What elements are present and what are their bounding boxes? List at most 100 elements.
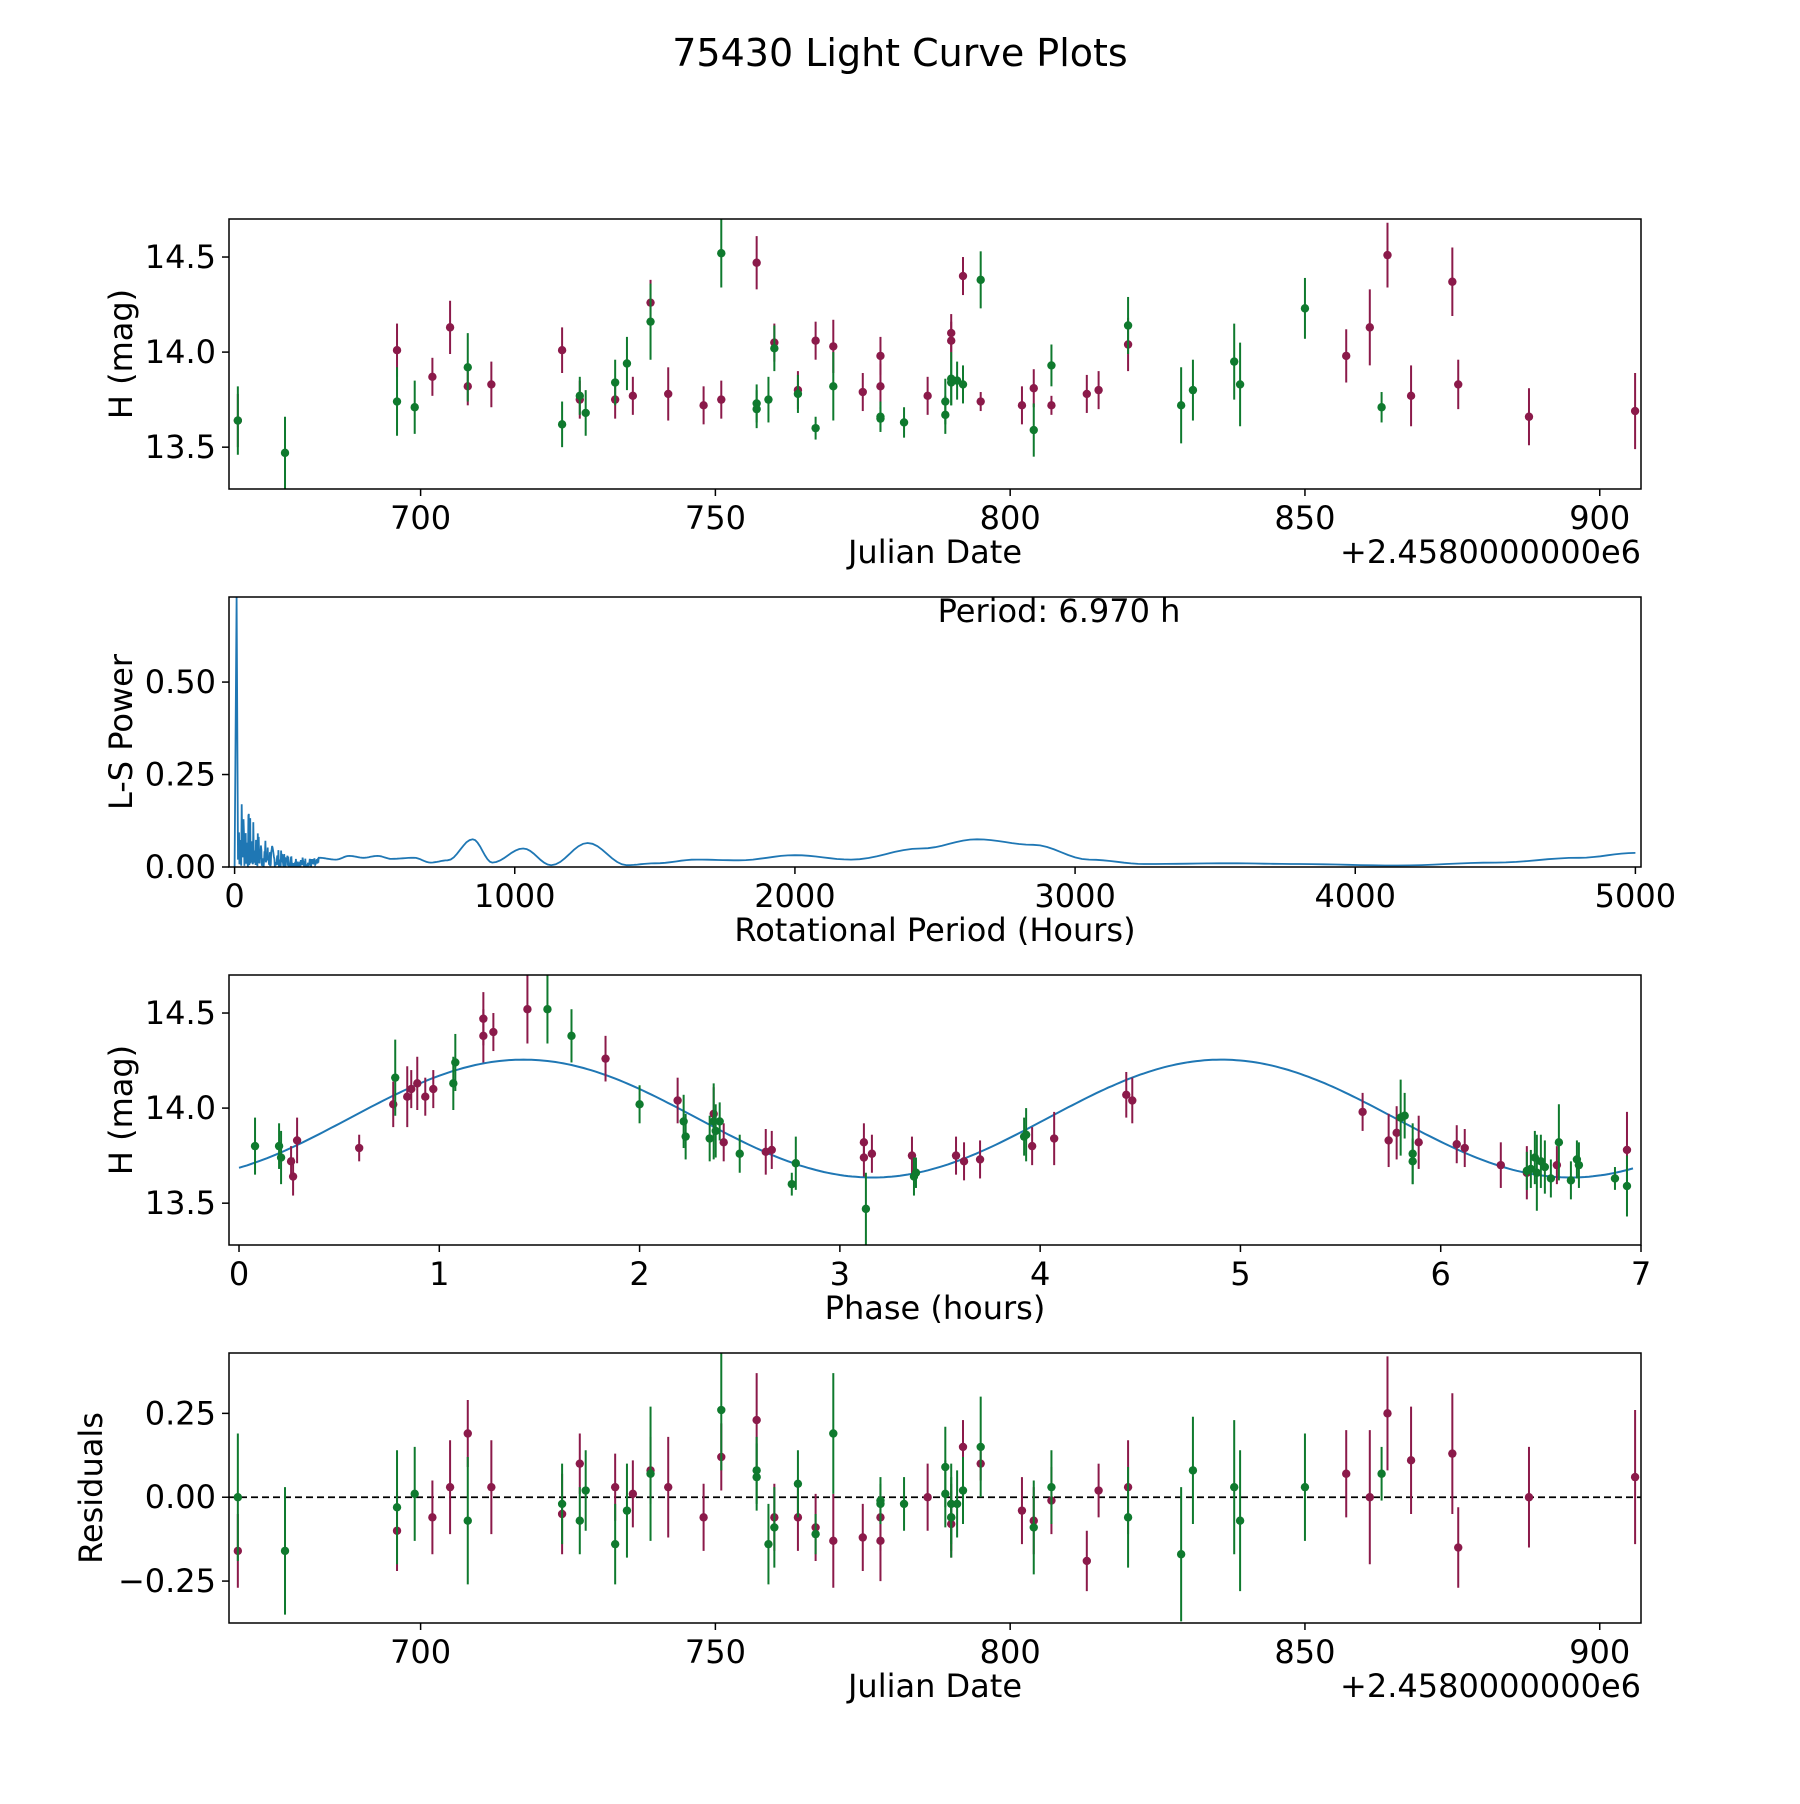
lightcurve-point-green — [646, 317, 655, 326]
phased-point-green — [391, 1073, 400, 1082]
phased-point-red — [767, 1145, 776, 1155]
lightcurve-xtick-label: 700 — [390, 499, 451, 537]
residuals-xtick-label: 850 — [1274, 1633, 1335, 1671]
residuals-xtick-label: 800 — [980, 1633, 1041, 1671]
phased-ytick-label: 14.5 — [145, 994, 216, 1032]
phased-point-green — [1021, 1130, 1031, 1139]
lightcurve-point-red — [628, 391, 638, 401]
phased-point-green — [276, 1153, 286, 1162]
periodogram-marks — [233, 597, 1636, 867]
phased-point-red — [719, 1138, 728, 1147]
lightcurve-point-red — [923, 391, 932, 401]
lightcurve-point-green — [1188, 385, 1198, 395]
lightcurve-point-green — [717, 249, 726, 258]
phased-point-red — [975, 1155, 985, 1164]
lightcurve-point-green — [280, 448, 290, 458]
periodogram-xtick-label: 1000 — [474, 877, 555, 915]
residuals-point-green — [233, 1493, 243, 1502]
residuals-point-red — [1524, 1493, 1534, 1502]
residuals-point-green — [1029, 1523, 1038, 1532]
periodogram-xtick-label: 4000 — [1315, 877, 1396, 915]
lightcurve-point-red — [1454, 380, 1463, 389]
residuals-ytick-label: −0.25 — [118, 1562, 216, 1600]
phased-point-red — [951, 1151, 961, 1160]
phased-point-green — [1400, 1111, 1409, 1120]
phased-ylabel: H (mag) — [102, 1045, 140, 1175]
lightcurve-point-green — [752, 404, 761, 414]
phased-point-green — [567, 1031, 576, 1041]
residuals-xtick-label: 750 — [685, 1633, 746, 1671]
residuals-axes-frame — [228, 1352, 1642, 1624]
lightcurve-point-green — [899, 418, 909, 427]
lightcurve-xtick-label: 750 — [685, 499, 746, 537]
phased-point-red — [1122, 1090, 1131, 1099]
residuals-point-green — [770, 1523, 779, 1532]
residuals-point-green — [610, 1539, 620, 1549]
residuals-ylabel: Residuals — [72, 1412, 110, 1564]
phased-point-red — [429, 1084, 438, 1094]
phased-point-green — [250, 1141, 260, 1151]
residuals-point-red — [1017, 1506, 1027, 1515]
residuals-point-red — [1094, 1486, 1103, 1495]
lightcurve-point-red — [1029, 384, 1038, 393]
lightcurve-point-green — [1029, 425, 1038, 435]
lightcurve-ticks: 700 750 800 850 900 13.5 14.0 14.5 — [145, 238, 1631, 537]
lightcurve-point-red — [1448, 277, 1457, 286]
phased-point-red — [1049, 1134, 1059, 1143]
lightcurve-ytick-label: 13.5 — [145, 428, 216, 466]
phased-xtick-label: 2 — [629, 1255, 649, 1293]
lightcurve-point-red — [1017, 401, 1027, 410]
lightcurve-point-green — [463, 363, 472, 372]
residuals-point-red — [487, 1482, 496, 1492]
lightcurve-point-green — [958, 380, 968, 389]
periodogram-panel: 0 1000 2000 3000 4000 5000 0.00 0.25 0.50 Period… — [102, 592, 1676, 949]
phased-point-green — [1566, 1176, 1576, 1185]
periodogram-annotation: Period: 6.970 h — [938, 592, 1181, 630]
residuals-point-red — [1406, 1456, 1416, 1465]
phased-point-red — [859, 1153, 869, 1162]
phased-ytick-label: 13.5 — [145, 1184, 216, 1222]
phased-xtick-label: 1 — [429, 1255, 449, 1293]
lightcurve-point-red — [717, 395, 726, 404]
residuals-point-red — [463, 1429, 472, 1438]
residuals-panel: 700 750 800 850 900 −0.25 0.00 0.25 Julian Date… — [72, 1352, 1642, 1705]
phased-point-green — [1610, 1174, 1620, 1183]
lightcurve-xtick-label: 850 — [1274, 499, 1335, 537]
phased-xtick-label: 6 — [1431, 1255, 1451, 1293]
phased-point-green — [1574, 1160, 1584, 1170]
phased-point-red — [1452, 1140, 1461, 1149]
lightcurve-point-red — [876, 382, 885, 391]
phased-point-green — [681, 1132, 690, 1141]
periodogram-xtick-label: 5000 — [1595, 877, 1676, 915]
lightcurve-point-green — [811, 423, 820, 433]
phased-point-red — [413, 1079, 422, 1088]
lightcurve-point-green — [764, 395, 773, 404]
phased-point-green — [1554, 1138, 1564, 1147]
lightcurve-point-red — [958, 271, 968, 281]
periodogram-ytick-label: 0.50 — [145, 663, 216, 701]
residuals-xlabel: Julian Date — [846, 1667, 1022, 1705]
lightcurve-point-green — [941, 410, 950, 420]
residuals-point-red — [664, 1482, 673, 1492]
phased-point-green — [635, 1100, 644, 1109]
lightcurve-point-green — [1123, 321, 1133, 330]
residuals-ytick-label: 0.25 — [145, 1394, 216, 1432]
phased-point-green — [711, 1126, 720, 1136]
residuals-point-red — [1342, 1469, 1351, 1478]
phased-point-red — [1027, 1141, 1037, 1151]
residuals-point-red — [1082, 1556, 1092, 1566]
residuals-point-green — [575, 1516, 584, 1525]
phased-point-green — [715, 1117, 724, 1126]
lightcurve-point-red — [445, 323, 455, 332]
residuals-point-green — [410, 1489, 419, 1499]
periodogram-xlabel: Rotational Period (Hours) — [734, 911, 1135, 949]
phased-point-red — [867, 1149, 877, 1158]
lightcurve-point-green — [1230, 357, 1239, 366]
lightcurve-point-green — [1377, 403, 1386, 412]
lightcurve-point-green — [770, 344, 779, 353]
phased-marks — [238, 975, 1634, 1245]
residuals-marks — [229, 1353, 1641, 1622]
phased-xtick-label: 0 — [229, 1255, 249, 1293]
residuals-xtick-label: 700 — [390, 1633, 451, 1671]
